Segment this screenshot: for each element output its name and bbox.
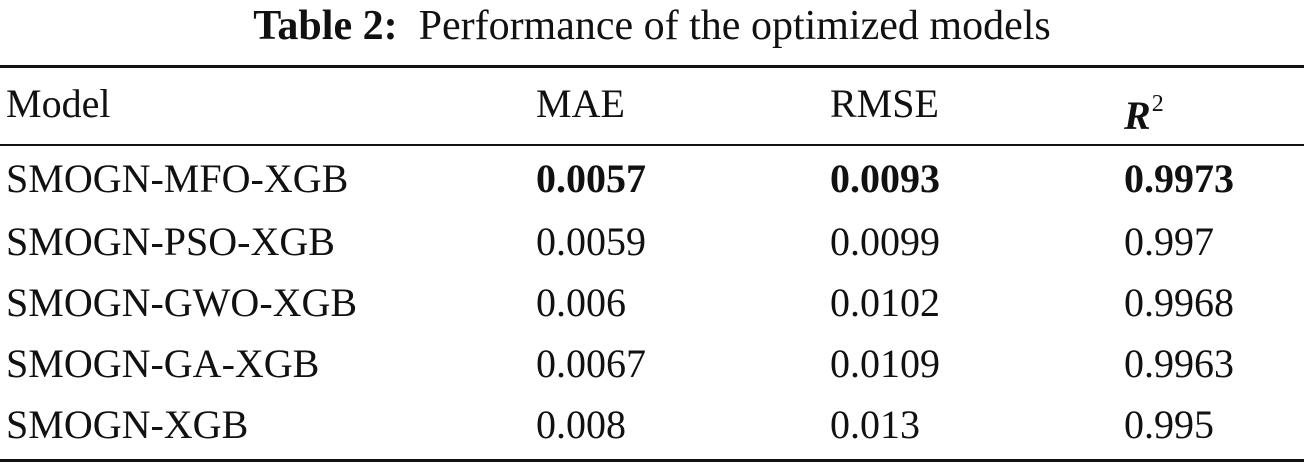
- row-r2-cell: 0.9968: [1124, 280, 1234, 325]
- row-rmse-cell: 0.0102: [830, 280, 940, 325]
- top-rule: [0, 65, 1304, 68]
- header-r2: R2: [1124, 80, 1164, 140]
- row-rmse-cell: 0.0093: [830, 156, 940, 201]
- row-rmse-cell: 0.0109: [830, 341, 940, 386]
- row-mae-cell: 0.0057: [536, 156, 646, 201]
- table-caption: Table 2: Performance of the optimized mo…: [0, 0, 1304, 52]
- row-mae-cell: 0.006: [536, 280, 626, 325]
- row-mae-cell: 0.0067: [536, 341, 646, 386]
- row-model-cell: SMOGN-PSO-XGB: [6, 219, 335, 264]
- row-r2-cell: 0.995: [1124, 402, 1214, 447]
- row-rmse-cell: 0.013: [830, 402, 920, 447]
- row-model-cell: SMOGN-MFO-XGB: [6, 156, 349, 201]
- row-model-cell: SMOGN-GA-XGB: [6, 341, 320, 386]
- header-model: Model: [6, 81, 111, 126]
- row-rmse-cell: 0.0099: [830, 219, 940, 264]
- row-mae-cell: 0.0059: [536, 219, 646, 264]
- header-rmse: RMSE: [830, 81, 939, 126]
- header-mae: MAE: [536, 81, 625, 126]
- row-r2-cell: 0.9963: [1124, 341, 1234, 386]
- caption-title: Performance of the optimized models: [418, 3, 1051, 49]
- row-r2-cell: 0.9973: [1124, 156, 1234, 201]
- header-r2-superscript: 2: [1151, 91, 1164, 117]
- row-r2-cell: 0.997: [1124, 219, 1214, 264]
- caption-label: Table 2:: [253, 3, 398, 49]
- bottom-rule: [0, 459, 1304, 462]
- header-r2-symbol: R: [1124, 93, 1151, 138]
- header-rule: [0, 144, 1304, 146]
- row-mae-cell: 0.008: [536, 402, 626, 447]
- row-model-cell: SMOGN-GWO-XGB: [6, 280, 358, 325]
- row-model-cell: SMOGN-XGB: [6, 402, 249, 447]
